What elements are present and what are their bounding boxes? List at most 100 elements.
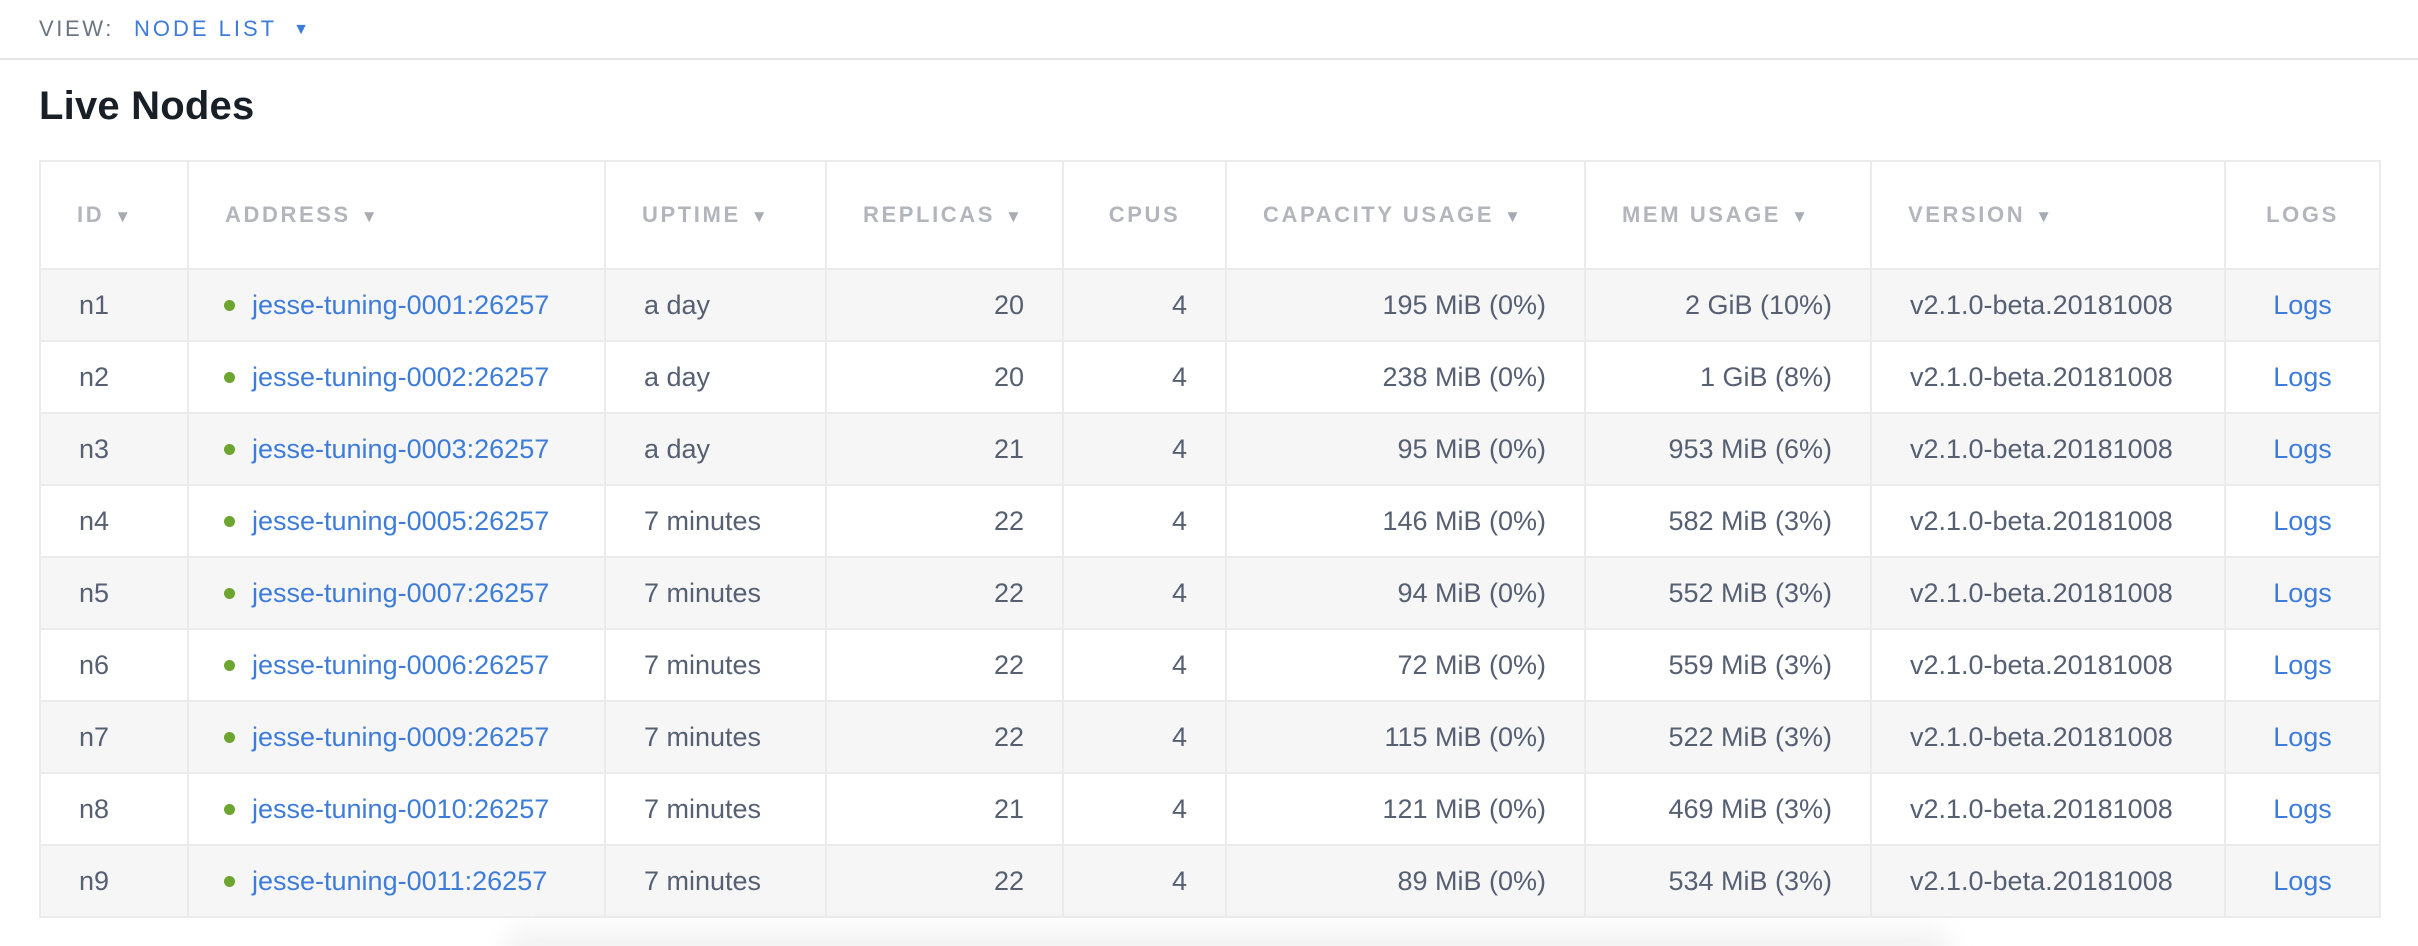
logs-cell: Logs <box>2224 268 2381 342</box>
node-address-cell: jesse-tuning-0005:26257 <box>187 484 606 558</box>
cpus-cell: 4 <box>1062 700 1227 774</box>
node-healthy-icon <box>224 659 235 671</box>
replicas-cell: 22 <box>825 700 1064 774</box>
version-cell: v2.1.0-beta.20181008 <box>1870 556 2226 630</box>
sort-desc-icon: ▼ <box>750 207 771 226</box>
node-address-cell: jesse-tuning-0001:26257 <box>187 268 606 342</box>
table-row: n7 jesse-tuning-0009:26257 7 minutes 22 … <box>39 700 2381 774</box>
capacity-usage-cell: 94 MiB (0%) <box>1225 556 1586 630</box>
logs-cell: Logs <box>2224 844 2381 918</box>
view-selector-bar: VIEW: NODE LIST ▼ <box>0 0 2418 60</box>
cpus-cell: 4 <box>1062 628 1227 702</box>
node-address-link[interactable]: jesse-tuning-0010:26257 <box>252 793 550 824</box>
node-id-cell: n5 <box>39 556 189 630</box>
node-address-cell: jesse-tuning-0007:26257 <box>187 556 606 630</box>
uptime-cell: 7 minutes <box>604 484 827 558</box>
node-id-cell: n2 <box>39 340 189 414</box>
node-healthy-icon <box>224 587 235 599</box>
column-header-version[interactable]: VERSION ▼ <box>1870 160 2226 270</box>
logs-link[interactable]: Logs <box>2273 289 2332 320</box>
logs-cell: Logs <box>2224 412 2381 486</box>
cpus-cell: 4 <box>1062 556 1227 630</box>
column-header-replicas[interactable]: REPLICAS ▼ <box>825 160 1064 270</box>
node-id-cell: n8 <box>39 772 189 846</box>
table-row: n5 jesse-tuning-0007:26257 7 minutes 22 … <box>39 556 2381 630</box>
column-header-uptime[interactable]: UPTIME ▼ <box>604 160 827 270</box>
logs-link[interactable]: Logs <box>2273 361 2332 392</box>
capacity-usage-cell: 115 MiB (0%) <box>1225 700 1586 774</box>
uptime-cell: 7 minutes <box>604 700 827 774</box>
node-id-cell: n3 <box>39 412 189 486</box>
column-header-address[interactable]: ADDRESS ▼ <box>187 160 606 270</box>
replicas-cell: 20 <box>825 268 1064 342</box>
logs-link[interactable]: Logs <box>2273 505 2332 536</box>
node-healthy-icon <box>224 443 235 455</box>
view-dropdown-value: NODE LIST <box>133 16 278 41</box>
node-address-link[interactable]: jesse-tuning-0007:26257 <box>252 577 550 608</box>
replicas-cell: 21 <box>825 412 1064 486</box>
mem-usage-cell: 522 MiB (3%) <box>1584 700 1872 774</box>
logs-link[interactable]: Logs <box>2273 793 2332 824</box>
uptime-cell: a day <box>604 268 827 342</box>
replicas-cell: 21 <box>825 772 1064 846</box>
version-cell: v2.1.0-beta.20181008 <box>1870 772 2226 846</box>
view-label: VIEW: <box>39 16 114 41</box>
cpus-cell: 4 <box>1062 844 1227 918</box>
node-address-link[interactable]: jesse-tuning-0011:26257 <box>252 865 548 896</box>
node-address-link[interactable]: jesse-tuning-0001:26257 <box>252 289 550 320</box>
sort-desc-icon: ▼ <box>114 207 134 226</box>
capacity-usage-cell: 238 MiB (0%) <box>1225 340 1586 414</box>
node-address-link[interactable]: jesse-tuning-0002:26257 <box>252 361 550 392</box>
uptime-cell: 7 minutes <box>604 628 827 702</box>
node-address-link[interactable]: jesse-tuning-0003:26257 <box>252 433 550 464</box>
logs-link[interactable]: Logs <box>2273 649 2332 680</box>
logs-link[interactable]: Logs <box>2273 433 2332 464</box>
column-header-mem-usage[interactable]: MEM USAGE ▼ <box>1584 160 1872 270</box>
table-header-row: ID ▼ ADDRESS ▼ UPTIME ▼ REPLICAS ▼ CPUS CAPA… <box>39 160 2381 270</box>
node-address-link[interactable]: jesse-tuning-0009:26257 <box>252 721 550 752</box>
logs-cell: Logs <box>2224 700 2381 774</box>
node-healthy-icon <box>224 515 235 527</box>
replicas-cell: 22 <box>825 628 1064 702</box>
node-address-cell: jesse-tuning-0003:26257 <box>187 412 606 486</box>
version-cell: v2.1.0-beta.20181008 <box>1870 484 2226 558</box>
mem-usage-cell: 953 MiB (6%) <box>1584 412 1872 486</box>
node-healthy-icon <box>224 299 235 311</box>
logs-cell: Logs <box>2224 556 2381 630</box>
capacity-usage-cell: 195 MiB (0%) <box>1225 268 1586 342</box>
node-address-link[interactable]: jesse-tuning-0005:26257 <box>252 505 550 536</box>
view-dropdown[interactable]: NODE LIST ▼ <box>134 16 312 42</box>
logs-link[interactable]: Logs <box>2273 721 2332 752</box>
node-id-cell: n9 <box>39 844 189 918</box>
column-header-capacity-usage[interactable]: CAPACITY USAGE ▼ <box>1225 160 1586 270</box>
column-header-id[interactable]: ID ▼ <box>39 160 189 270</box>
logs-link[interactable]: Logs <box>2273 865 2332 896</box>
live-nodes-table: ID ▼ ADDRESS ▼ UPTIME ▼ REPLICAS ▼ CPUS CAPA… <box>39 160 2381 918</box>
cpus-cell: 4 <box>1062 268 1227 342</box>
version-cell: v2.1.0-beta.20181008 <box>1870 700 2226 774</box>
uptime-cell: a day <box>604 340 827 414</box>
sort-desc-icon: ▼ <box>1005 207 1025 226</box>
below-fold-shadow <box>505 928 1950 946</box>
node-address-cell: jesse-tuning-0010:26257 <box>187 772 606 846</box>
sort-desc-icon: ▼ <box>360 207 381 226</box>
logs-link[interactable]: Logs <box>2273 577 2332 608</box>
sort-desc-icon: ▼ <box>1504 207 1524 226</box>
sort-desc-icon: ▼ <box>1791 207 1811 226</box>
table-row: n6 jesse-tuning-0006:26257 7 minutes 22 … <box>39 628 2381 702</box>
node-healthy-icon <box>224 803 235 815</box>
uptime-cell: 7 minutes <box>604 556 827 630</box>
replicas-cell: 22 <box>825 556 1064 630</box>
node-address-link[interactable]: jesse-tuning-0006:26257 <box>252 649 550 680</box>
node-healthy-icon <box>224 371 235 383</box>
sort-desc-icon: ▼ <box>2035 207 2055 226</box>
table-row: n9 jesse-tuning-0011:26257 7 minutes 22 … <box>39 844 2381 918</box>
node-address-cell: jesse-tuning-0009:26257 <box>187 700 606 774</box>
capacity-usage-cell: 95 MiB (0%) <box>1225 412 1586 486</box>
uptime-cell: 7 minutes <box>604 844 827 918</box>
mem-usage-cell: 552 MiB (3%) <box>1584 556 1872 630</box>
page-title: Live Nodes <box>39 84 255 128</box>
replicas-cell: 20 <box>825 340 1064 414</box>
capacity-usage-cell: 121 MiB (0%) <box>1225 772 1586 846</box>
node-address-cell: jesse-tuning-0011:26257 <box>187 844 606 918</box>
